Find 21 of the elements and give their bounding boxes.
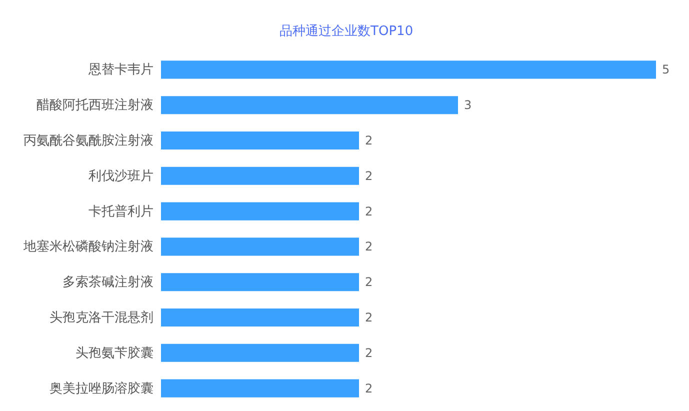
y-tick-label: 利伐沙班片 <box>88 168 154 184</box>
y-tick-label: 地塞米松磷酸钠注射液 <box>22 238 154 255</box>
data-label: 2 <box>365 381 373 396</box>
data-label: 2 <box>365 310 373 324</box>
data-label: 3 <box>464 98 472 112</box>
y-tick-label: 多索茶碱注射液 <box>62 275 154 290</box>
data-label: 5 <box>662 62 670 77</box>
data-label: 2 <box>365 240 373 254</box>
y-tick-label: 醋酸阿托西班注射液 <box>36 98 154 114</box>
y-tick-label: 恩替卡韦片 <box>88 62 154 78</box>
y-tick-label: 卡托普利片 <box>88 203 154 220</box>
data-label: 2 <box>365 134 373 148</box>
y-tick-label: 头孢克洛干混悬剂 <box>50 310 154 326</box>
chart-title: 品种通过企业数TOP10 <box>280 24 414 39</box>
y-tick-label: 丙氨酰谷氨酰胺注射液 <box>24 134 154 148</box>
data-label: 2 <box>365 168 373 183</box>
data-label: 2 <box>365 275 373 290</box>
y-tick-label: 奥美拉唑肠溶胶囊 <box>50 380 154 396</box>
y-tick-label: 头孢氨苄胶囊 <box>76 346 154 361</box>
data-label: 2 <box>365 346 373 360</box>
data-label: 2 <box>365 204 373 218</box>
